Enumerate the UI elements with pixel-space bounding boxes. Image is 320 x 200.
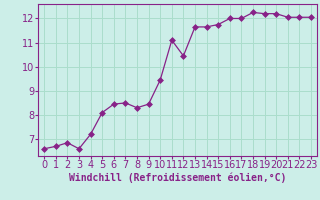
X-axis label: Windchill (Refroidissement éolien,°C): Windchill (Refroidissement éolien,°C) <box>69 173 286 183</box>
